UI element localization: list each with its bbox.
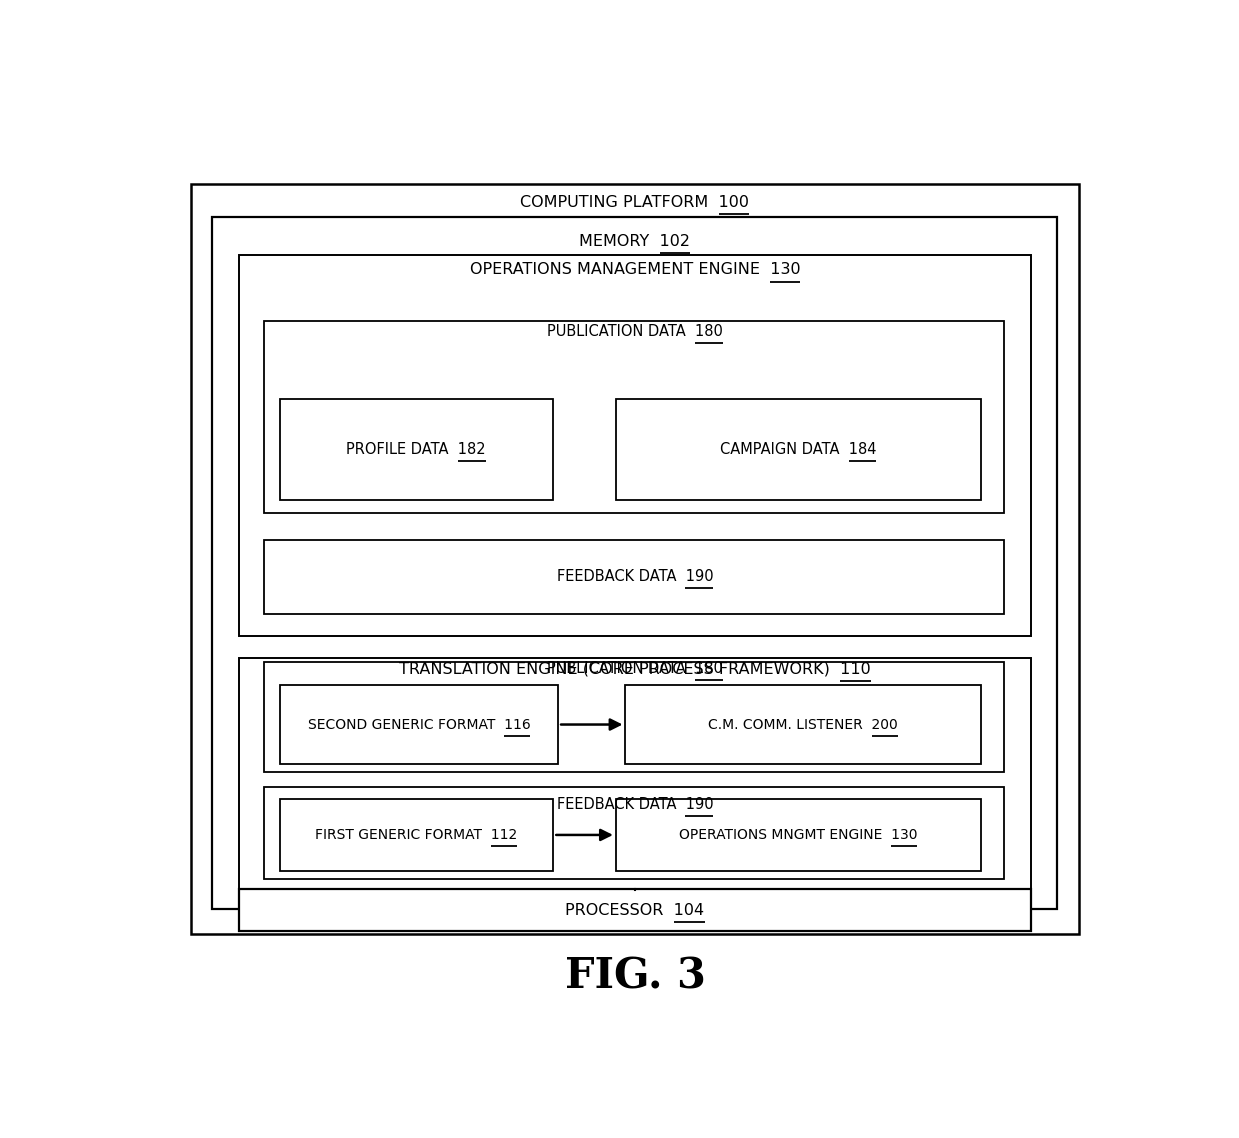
- Text: FEEDBACK DATA  190: FEEDBACK DATA 190: [556, 797, 714, 811]
- Text: MEMORY  102: MEMORY 102: [580, 234, 690, 249]
- Bar: [264, 539, 1004, 615]
- Text: C.M. COMM. LISTENER  200: C.M. COMM. LISTENER 200: [709, 718, 898, 732]
- Bar: [213, 217, 1057, 909]
- Text: SECOND GENERIC FORMAT  116: SECOND GENERIC FORMAT 116: [307, 718, 530, 732]
- Text: PROCESSOR  104: PROCESSOR 104: [565, 902, 705, 918]
- Bar: [280, 685, 558, 764]
- Bar: [264, 662, 1004, 772]
- Text: TRANSLATION ENGINE (CORE PROCESS FRAMEWORK)  110: TRANSLATION ENGINE (CORE PROCESS FRAMEWO…: [399, 662, 871, 677]
- Text: COMPUTING PLATFORM  100: COMPUTING PLATFORM 100: [520, 195, 750, 209]
- Bar: [239, 889, 1031, 931]
- Text: PUBLICATION DATA  180: PUBLICATION DATA 180: [548, 323, 722, 339]
- Text: FIRST GENERIC FORMAT  112: FIRST GENERIC FORMAT 112: [315, 828, 517, 842]
- Text: FEEDBACK DATA  190: FEEDBACK DATA 190: [556, 569, 714, 584]
- Bar: [191, 184, 1079, 934]
- Bar: [239, 255, 1031, 636]
- Text: OPERATIONS MNGMT ENGINE  130: OPERATIONS MNGMT ENGINE 130: [679, 828, 917, 842]
- Bar: [280, 799, 554, 871]
- Text: OPERATIONS MANAGEMENT ENGINE  130: OPERATIONS MANAGEMENT ENGINE 130: [470, 262, 800, 278]
- Bar: [239, 658, 1031, 890]
- Bar: [616, 799, 981, 871]
- Text: PROFILE DATA  182: PROFILE DATA 182: [346, 442, 486, 456]
- Bar: [264, 321, 1004, 513]
- Bar: [626, 685, 981, 764]
- Bar: [264, 786, 1004, 879]
- Text: FIG. 3: FIG. 3: [565, 955, 705, 997]
- Bar: [616, 399, 981, 501]
- Text: CAMPAIGN DATA  184: CAMPAIGN DATA 184: [720, 442, 876, 456]
- Text: PUBLICATION DATA  180: PUBLICATION DATA 180: [548, 661, 722, 676]
- Bar: [280, 399, 554, 501]
